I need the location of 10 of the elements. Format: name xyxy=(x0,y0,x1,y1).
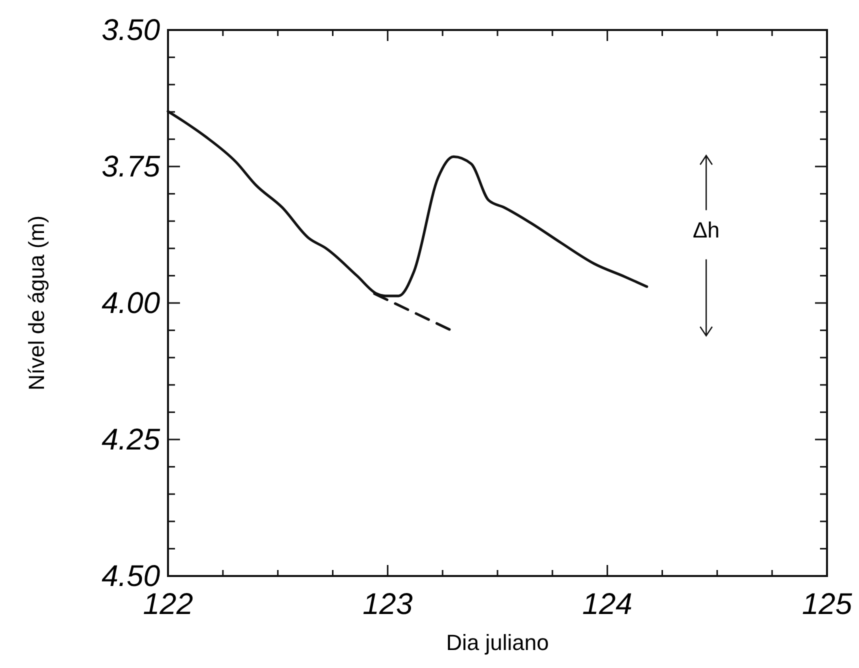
x-tick-label: 124 xyxy=(582,588,632,621)
y-tick-label: 4.25 xyxy=(102,424,160,456)
x-tick-label: 125 xyxy=(802,588,852,621)
annotation: Δh xyxy=(692,217,720,242)
y-tick-label: 3.75 xyxy=(102,150,160,184)
y-axis-title: Nível de água (m) xyxy=(24,216,49,390)
x-axis-title: Dia juliano xyxy=(446,630,549,655)
x-tick-label: 123 xyxy=(362,588,414,621)
y-tick-label: 4.00 xyxy=(102,287,160,320)
y-tick-label: 3.50 xyxy=(102,14,160,47)
